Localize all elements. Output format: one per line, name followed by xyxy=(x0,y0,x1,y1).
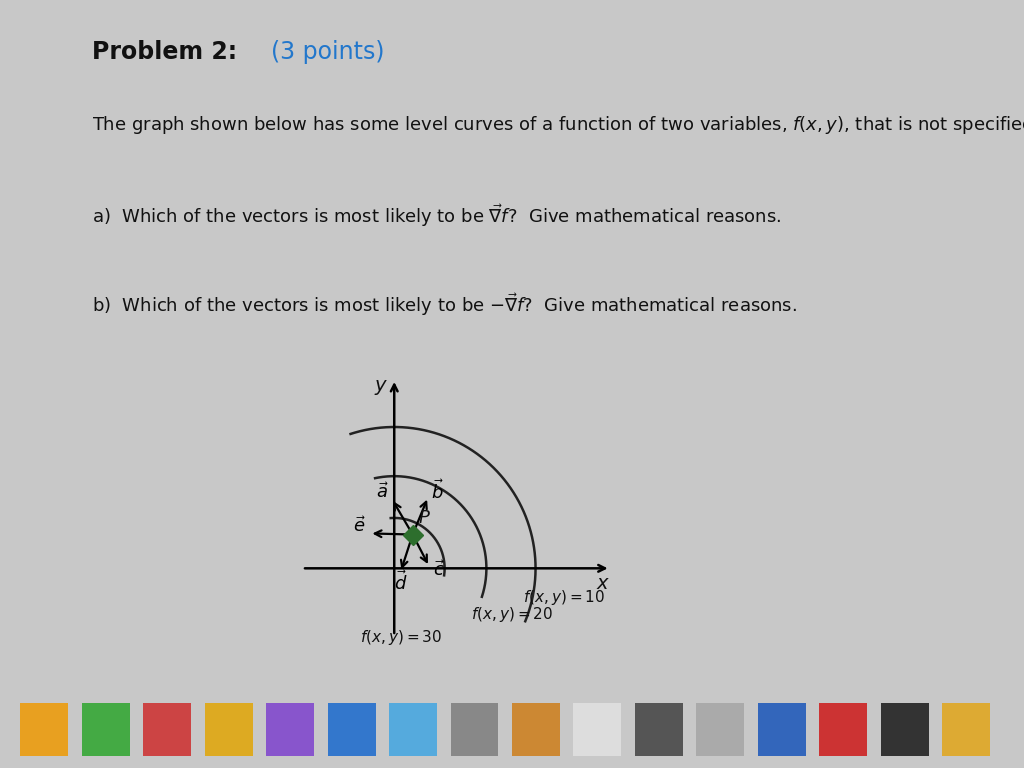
Bar xyxy=(20,703,69,756)
Text: $y$: $y$ xyxy=(374,378,388,397)
Text: Problem 2:: Problem 2: xyxy=(92,40,238,64)
Text: $f(x, y) = 10$: $f(x, y) = 10$ xyxy=(523,588,605,607)
Text: $\vec{d}$: $\vec{d}$ xyxy=(394,570,408,594)
Bar xyxy=(205,703,253,756)
Text: (3 points): (3 points) xyxy=(271,40,385,64)
Text: $\vec{a}$: $\vec{a}$ xyxy=(376,482,389,502)
Text: $f(x, y) = 30$: $f(x, y) = 30$ xyxy=(360,628,442,647)
Bar xyxy=(82,703,130,756)
Bar xyxy=(143,703,191,756)
Text: $\vec{b}$: $\vec{b}$ xyxy=(431,479,443,503)
Bar xyxy=(635,703,683,756)
Text: $x$: $x$ xyxy=(596,574,610,593)
Bar xyxy=(389,703,437,756)
Bar xyxy=(881,703,929,756)
Bar xyxy=(266,703,314,756)
Text: $f(x, y) = 20$: $f(x, y) = 20$ xyxy=(471,604,553,624)
Bar xyxy=(942,703,990,756)
Text: b)  Which of the vectors is most likely to be $-\vec{\nabla}f$?  Give mathematic: b) Which of the vectors is most likely t… xyxy=(92,291,797,318)
Bar xyxy=(696,703,744,756)
Text: a)  Which of the vectors is most likely to be $\vec{\nabla}f$?  Give mathematica: a) Which of the vectors is most likely t… xyxy=(92,203,781,230)
Text: $\vec{c}$: $\vec{c}$ xyxy=(433,560,445,580)
Bar xyxy=(451,703,499,756)
Text: The graph shown below has some level curves of a function of two variables, $f(x: The graph shown below has some level cur… xyxy=(92,114,1024,136)
Bar xyxy=(819,703,867,756)
Text: $P$: $P$ xyxy=(418,509,430,528)
Text: $\vec{e}$: $\vec{e}$ xyxy=(353,516,367,536)
Bar xyxy=(512,703,560,756)
Bar xyxy=(573,703,622,756)
Bar xyxy=(328,703,376,756)
Bar xyxy=(758,703,806,756)
